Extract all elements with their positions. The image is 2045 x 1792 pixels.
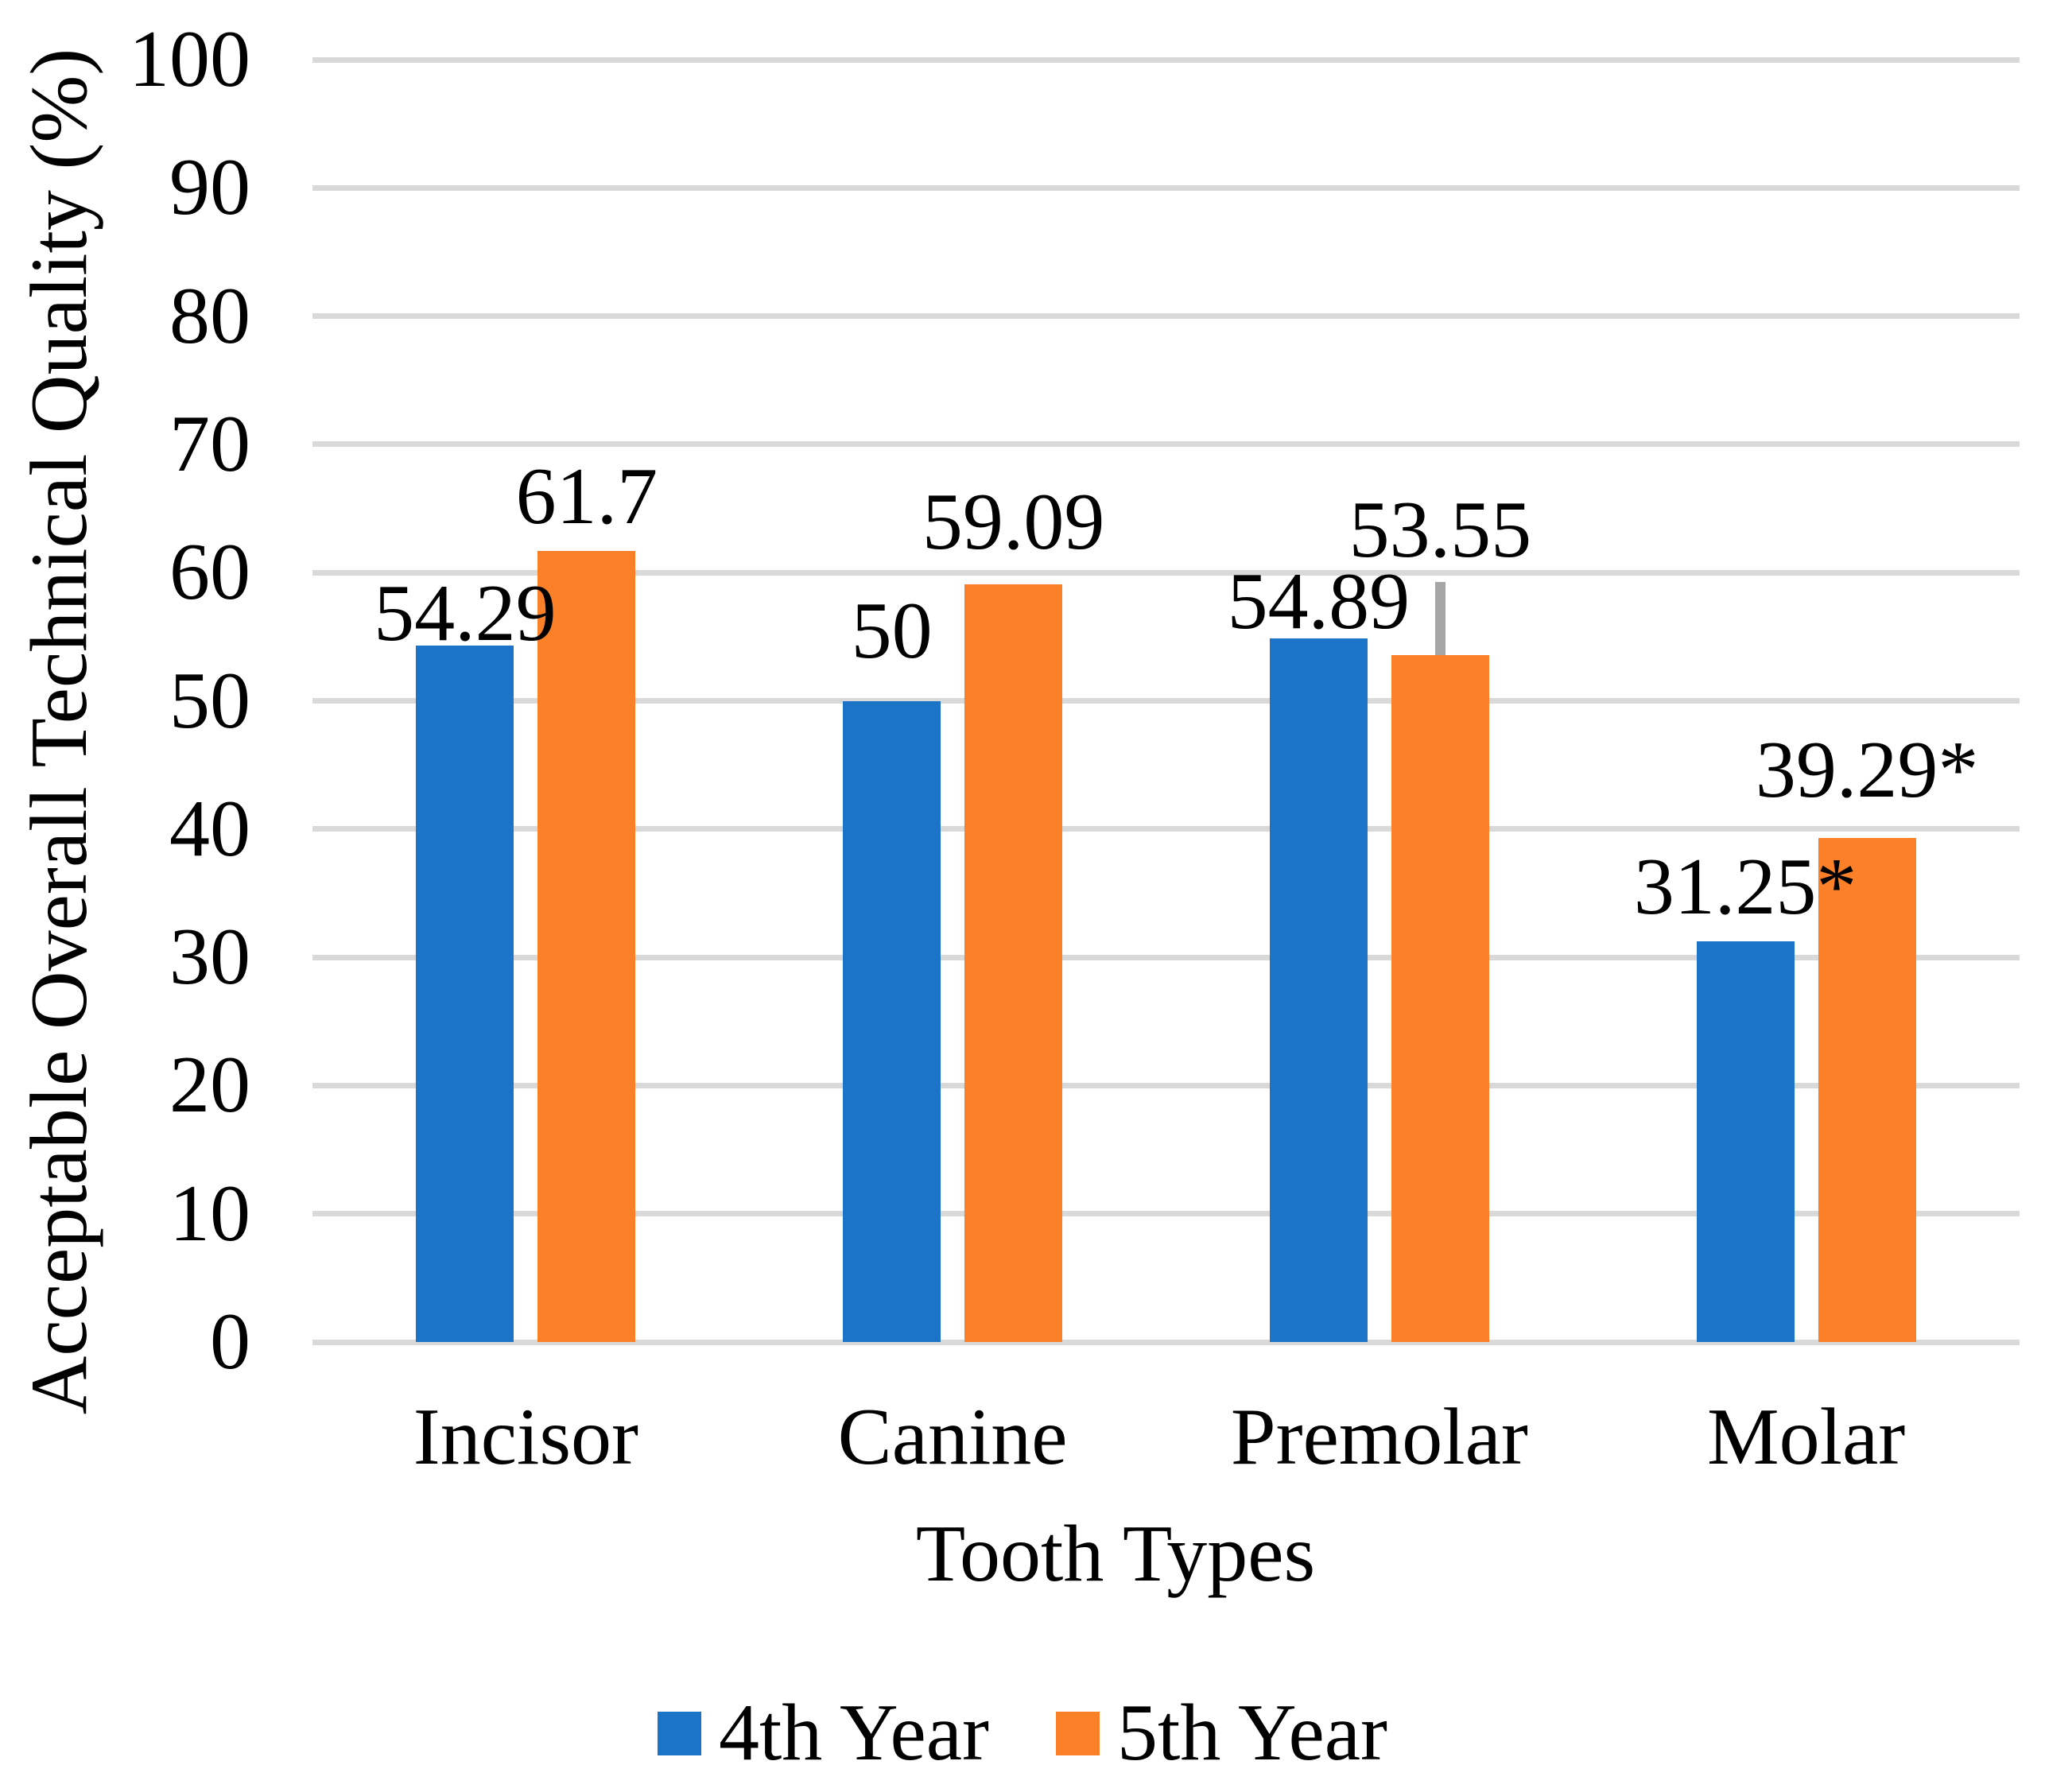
legend-item-4th-year: 4th Year — [657, 1688, 989, 1778]
bar-5th-year-incisor — [537, 550, 636, 1342]
legend: 4th Year 5th Year — [0, 1689, 2045, 1778]
y-tick-label-40: 40 — [169, 783, 250, 874]
gridline-100 — [312, 56, 2020, 63]
bar-5th-year-molar — [1818, 838, 1916, 1342]
gridline-70 — [312, 441, 2020, 448]
gridline-90 — [312, 184, 2020, 191]
legend-label-4th-year: 4th Year — [718, 1688, 989, 1778]
legend-swatch-4th-year — [657, 1711, 701, 1755]
bar-5th-year-canine — [964, 584, 1063, 1342]
bar-4th-year-incisor — [416, 646, 514, 1342]
y-tick-label-30: 30 — [169, 912, 250, 1003]
gridline-20 — [312, 1082, 2020, 1088]
y-tick-label-80: 80 — [169, 270, 250, 361]
bar-4th-year-premolar — [1269, 638, 1368, 1342]
y-tick-label-20: 20 — [169, 1040, 250, 1131]
gridline-30 — [312, 954, 2020, 960]
value-label-4th-year-canine: 50 — [851, 585, 933, 676]
gridline-80 — [312, 313, 2020, 320]
x-category-label-premolar: Premolar — [1230, 1392, 1528, 1482]
legend-label-5th-year: 5th Year — [1117, 1688, 1388, 1778]
x-category-label-canine: Canine — [837, 1392, 1068, 1482]
y-tick-label-60: 60 — [169, 527, 250, 618]
error-bar-whisker-premolar — [1434, 582, 1445, 656]
y-tick-label-10: 10 — [169, 1168, 250, 1259]
plot-area: 0 10 20 30 40 50 60 70 80 90 100 54.29 61.7 50 59.09 54… — [129, 15, 2020, 1387]
legend-swatch-5th-year — [1056, 1711, 1100, 1755]
gridline-10 — [312, 1211, 2020, 1217]
value-label-5th-year-incisor: 61.7 — [515, 451, 658, 541]
x-category-label-incisor: Incisor — [413, 1392, 638, 1482]
y-tick-label-50: 50 — [169, 655, 250, 746]
value-label-5th-year-molar: 39.29* — [1755, 725, 1979, 816]
y-tick-label-100: 100 — [129, 14, 250, 104]
value-label-5th-year-premolar: 53.55 — [1348, 484, 1532, 575]
legend-item-5th-year: 5th Year — [1056, 1689, 1387, 1778]
y-tick-label-90: 90 — [169, 142, 250, 233]
gridline-0 — [312, 1339, 2020, 1345]
value-label-4th-year-incisor: 54.29 — [374, 568, 557, 659]
bar-4th-year-canine — [843, 700, 941, 1342]
bar-5th-year-premolar — [1391, 655, 1489, 1342]
x-category-label-molar: Molar — [1706, 1392, 1906, 1482]
gridline-50 — [312, 698, 2020, 704]
bar-4th-year-molar — [1696, 941, 1795, 1342]
y-tick-label-70: 70 — [169, 398, 250, 489]
value-label-4th-year-premolar: 54.89 — [1227, 556, 1411, 646]
value-label-5th-year-canine: 59.09 — [922, 476, 1105, 567]
gridline-60 — [312, 569, 2020, 576]
y-tick-label-0: 0 — [210, 1297, 250, 1387]
x-axis-title: Tooth Types — [915, 1509, 1316, 1599]
gridline-40 — [312, 826, 2020, 832]
value-label-4th-year-molar: 31.25* — [1633, 841, 1857, 932]
